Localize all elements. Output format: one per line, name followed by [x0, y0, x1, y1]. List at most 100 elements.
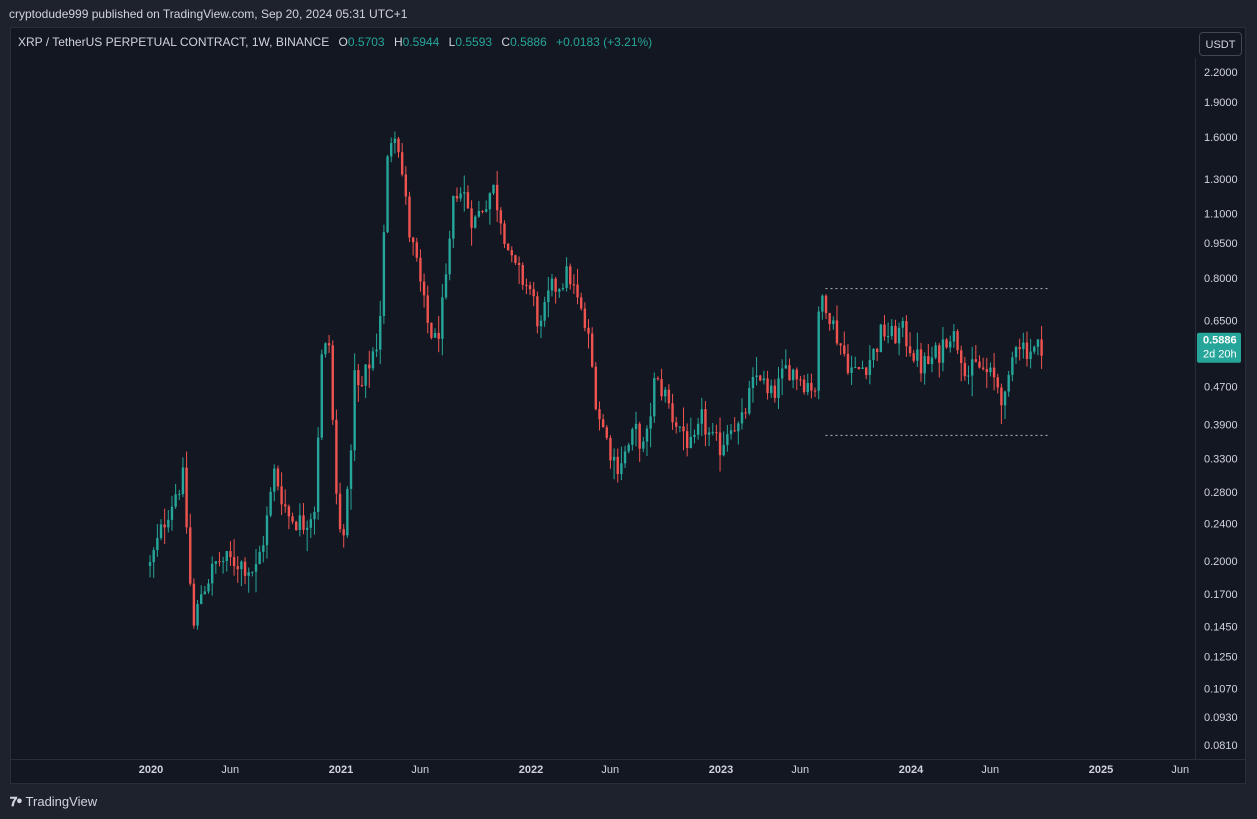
candle-body [360, 385, 364, 387]
time-tick-label: Jun [411, 764, 429, 776]
price-tick-label: 1.6000 [1204, 132, 1238, 144]
candle-body [415, 242, 418, 258]
candle-body [1000, 387, 1003, 406]
candle-body [660, 379, 663, 397]
candle-body [463, 192, 466, 194]
time-tick-label: 2023 [709, 764, 733, 776]
candle-body [693, 434, 696, 437]
candle-body [181, 467, 185, 495]
candle-body [210, 563, 214, 584]
range-lines-layer [825, 288, 1048, 436]
candle-body [170, 506, 174, 520]
candle-body [550, 278, 554, 291]
high-label: H [393, 35, 403, 49]
time-tick-label: 2021 [329, 764, 353, 776]
candle-body [174, 494, 177, 507]
candle-body [225, 551, 228, 562]
time-tick-label: 2024 [899, 764, 924, 776]
candle-body [631, 429, 634, 445]
candle-body [393, 138, 397, 144]
candle-body [938, 345, 941, 363]
candle-body [1029, 351, 1032, 360]
candle-body [656, 378, 660, 380]
candle-body [620, 463, 623, 475]
publisher-line: cryptodude999 published on TradingView.c… [9, 7, 408, 21]
candle-body [927, 356, 930, 365]
time-axis[interactable]: 2020 Jun 2021 Jun 2022 Jun 2023 Jun 2024 Jun 2025 J… [139, 764, 1189, 776]
candle-body [430, 322, 433, 338]
candle-body [824, 295, 828, 314]
candle-body [280, 486, 283, 505]
price-tick-label: 0.1700 [1204, 589, 1238, 601]
currency-button[interactable]: USDT [1199, 32, 1242, 56]
candle-body [678, 426, 682, 428]
candle-body [751, 377, 755, 389]
price-axis[interactable]: 2.2000 1.9000 1.6000 1.3000 1.1000 0.9500 0.80… [1204, 67, 1238, 752]
candle-body [828, 313, 831, 325]
candle-body [978, 361, 981, 368]
candle-body [645, 428, 649, 442]
candle-body [945, 339, 948, 348]
candle-body [547, 290, 550, 303]
candle-body [748, 388, 751, 414]
tradingview-logo[interactable]: 𝟕• TradingView [10, 794, 97, 810]
time-tick-label: Jun [221, 764, 239, 776]
candle-body [192, 583, 196, 626]
candle-body [316, 437, 320, 512]
candle-body [682, 426, 685, 432]
candle-body [276, 468, 280, 487]
candle-body [433, 332, 437, 338]
candle-body [426, 295, 429, 323]
candle-body [375, 349, 378, 352]
candle-body [590, 333, 594, 367]
close-value: 0.5886 [510, 35, 547, 49]
candle-body [861, 367, 864, 370]
candle-body [221, 561, 225, 563]
price-tick-label: 1.3000 [1204, 174, 1238, 186]
candle-body [740, 412, 744, 424]
candle-body [766, 378, 769, 394]
candle-body [273, 468, 276, 492]
candle-body [974, 359, 978, 362]
price-tick-label: 1.9000 [1204, 97, 1238, 109]
candle-body [295, 521, 298, 530]
candle-body [609, 437, 612, 461]
candle-body [989, 367, 992, 373]
candle-body [569, 266, 572, 285]
candle-body [437, 332, 440, 339]
candle-body [514, 255, 517, 263]
tradingview-logo-text: TradingView [25, 794, 98, 809]
candle-body [364, 364, 367, 386]
candle-body [580, 297, 583, 309]
candle-body [799, 379, 802, 381]
candle-body [236, 566, 239, 570]
candle-body [638, 423, 641, 449]
symbol-title[interactable]: XRP / TetherUS PERPETUAL CONTRACT, 1W, B… [18, 35, 330, 49]
candle-body [229, 551, 232, 558]
candle-body [664, 389, 667, 397]
low-value: 0.5593 [455, 35, 493, 49]
candle-body [455, 195, 459, 199]
candle-body [1011, 357, 1014, 375]
candle-body [791, 369, 795, 381]
candle-body [444, 274, 448, 298]
candle-body [777, 378, 780, 398]
candle-body [539, 320, 543, 327]
candle-body [163, 524, 166, 528]
high-value: 0.5944 [402, 35, 440, 49]
candle-body [313, 511, 316, 520]
candle-body [1025, 342, 1029, 360]
candle-body [802, 379, 806, 393]
candle-body [1007, 374, 1010, 392]
candles-layer [148, 131, 1043, 630]
candle-body [872, 348, 875, 361]
candle-body [525, 284, 528, 286]
candle-body [886, 335, 890, 337]
candle-body [251, 571, 254, 573]
low-label: L [448, 35, 456, 49]
candle-body [411, 237, 415, 243]
candle-body [474, 216, 477, 228]
candle-body [598, 409, 601, 420]
candle-body [495, 184, 499, 211]
